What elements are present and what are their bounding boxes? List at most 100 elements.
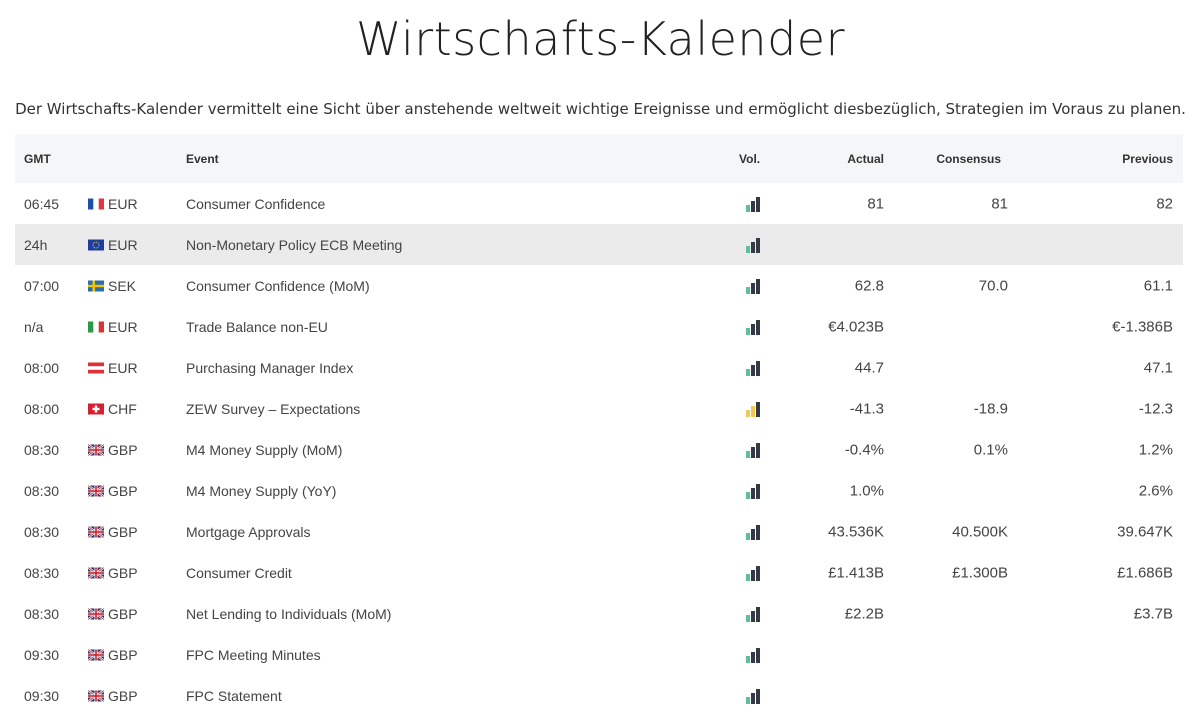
- event-name[interactable]: FPC Statement: [186, 687, 282, 704]
- event-previous: 61.1: [1143, 277, 1173, 294]
- table-header: GMT Event Vol. Actual Consensus Previous: [15, 134, 1183, 183]
- event-name[interactable]: FPC Meeting Minutes: [186, 646, 321, 663]
- event-actual: 44.7: [854, 359, 884, 376]
- event-name[interactable]: M4 Money Supply (MoM): [186, 441, 343, 458]
- event-time: 08:00: [24, 400, 60, 417]
- table-row[interactable]: 07:00 SEK Consumer Confidence (MoM) 62.8…: [15, 265, 1183, 306]
- table-row[interactable]: 08:30 GBP M4 Money Supply (MoM) -0.4% 0.…: [15, 429, 1183, 470]
- table-row[interactable]: 09:30 GBP FPC Statement: [15, 675, 1183, 716]
- event-name[interactable]: Purchasing Manager Index: [186, 359, 354, 376]
- event-actual: 1.0%: [849, 482, 884, 499]
- event-time: 08:30: [24, 605, 60, 622]
- event-consensus: £1.300B: [952, 564, 1008, 581]
- event-consensus: -18.9: [973, 400, 1008, 417]
- volatility-low-icon: [746, 360, 760, 376]
- header-vol[interactable]: Vol.: [739, 151, 761, 166]
- event-name[interactable]: M4 Money Supply (YoY): [186, 482, 337, 499]
- event-time: 08:30: [24, 564, 60, 581]
- event-currency: GBP: [108, 646, 138, 663]
- flag-se-icon: [88, 280, 104, 291]
- table-row[interactable]: 08:00 EUR Purchasing Manager Index 44.7 …: [15, 347, 1183, 388]
- event-previous: €-1.386B: [1112, 318, 1173, 335]
- volatility-low-icon: [746, 524, 760, 540]
- flag-gb-icon: [88, 526, 104, 537]
- table-row[interactable]: 24h EUR Non-Monetary Policy ECB Meeting: [15, 224, 1183, 265]
- event-name[interactable]: Non-Monetary Policy ECB Meeting: [186, 236, 403, 253]
- event-previous: 82: [1156, 195, 1173, 212]
- event-name[interactable]: Consumer Confidence (MoM): [186, 277, 370, 294]
- event-currency: GBP: [108, 441, 138, 458]
- page-title: Wirtschafts-Kalender: [356, 12, 845, 66]
- event-time: 09:30: [24, 646, 60, 663]
- header-consensus[interactable]: Consensus: [936, 151, 1001, 166]
- event-currency: EUR: [108, 236, 138, 253]
- event-time: 08:30: [24, 482, 60, 499]
- volatility-medium-icon: [746, 401, 760, 417]
- event-name[interactable]: ZEW Survey – Expectations: [186, 400, 361, 417]
- flag-eu-icon: [88, 239, 104, 250]
- event-consensus: 40.500K: [952, 523, 1008, 540]
- volatility-low-icon: [746, 483, 760, 499]
- event-actual: 43.536K: [828, 523, 884, 540]
- event-consensus: 81: [991, 195, 1008, 212]
- event-time: 08:00: [24, 359, 60, 376]
- event-name[interactable]: Net Lending to Individuals (MoM): [186, 605, 392, 622]
- header-actual[interactable]: Actual: [847, 151, 884, 166]
- table-row[interactable]: 08:30 GBP Mortgage Approvals 43.536K 40.…: [15, 511, 1183, 552]
- header-previous[interactable]: Previous: [1122, 151, 1173, 166]
- event-name[interactable]: Trade Balance non-EU: [186, 318, 328, 335]
- flag-gb-icon: [88, 649, 104, 660]
- event-previous: 39.647K: [1117, 523, 1173, 540]
- event-currency: EUR: [108, 195, 138, 212]
- event-actual: 81: [867, 195, 884, 212]
- flag-gb-icon: [88, 690, 104, 701]
- event-time: n/a: [24, 318, 44, 335]
- event-actual: -0.4%: [844, 441, 884, 458]
- event-currency: GBP: [108, 564, 138, 581]
- event-consensus: 70.0: [978, 277, 1008, 294]
- volatility-low-icon: [746, 196, 760, 212]
- flag-ch-icon: [88, 403, 104, 414]
- table-row[interactable]: n/a EUR Trade Balance non-EU €4.023B €-1…: [15, 306, 1183, 347]
- event-name[interactable]: Consumer Confidence: [186, 195, 326, 212]
- event-currency: EUR: [108, 318, 138, 335]
- page-subtitle: Der Wirtschafts-Kalender vermittelt eine…: [15, 100, 1186, 118]
- event-name[interactable]: Consumer Credit: [186, 564, 292, 581]
- flag-at-icon: [88, 362, 104, 373]
- volatility-low-icon: [746, 565, 760, 581]
- flag-gb-icon: [88, 444, 104, 455]
- table-row[interactable]: 09:30 GBP FPC Meeting Minutes: [15, 634, 1183, 675]
- event-previous: 2.6%: [1138, 482, 1173, 499]
- event-actual: £1.413B: [828, 564, 884, 581]
- table-row[interactable]: 06:45 EUR Consumer Confidence 81 81 82: [15, 183, 1183, 224]
- event-previous: 47.1: [1143, 359, 1173, 376]
- flag-it-icon: [88, 321, 104, 332]
- volatility-low-icon: [746, 442, 760, 458]
- table-row[interactable]: 08:30 GBP Net Lending to Individuals (Mo…: [15, 593, 1183, 634]
- event-currency: GBP: [108, 687, 138, 704]
- event-previous: £1.686B: [1117, 564, 1173, 581]
- header-gmt[interactable]: GMT: [24, 151, 51, 166]
- volatility-low-icon: [746, 647, 760, 663]
- event-currency: GBP: [108, 605, 138, 622]
- table-row[interactable]: 08:00 CHF ZEW Survey – Expectations -41.…: [15, 388, 1183, 429]
- calendar-table: GMT Event Vol. Actual Consensus Previous…: [15, 134, 1183, 716]
- event-actual: -41.3: [849, 400, 884, 417]
- event-currency: GBP: [108, 523, 138, 540]
- event-consensus: 0.1%: [973, 441, 1008, 458]
- event-currency: CHF: [108, 400, 137, 417]
- event-actual: £2.2B: [844, 605, 884, 622]
- event-actual: 62.8: [854, 277, 884, 294]
- table-row[interactable]: 08:30 GBP Consumer Credit £1.413B £1.300…: [15, 552, 1183, 593]
- event-currency: EUR: [108, 359, 138, 376]
- event-time: 06:45: [24, 195, 60, 212]
- volatility-low-icon: [746, 237, 760, 253]
- event-time: 08:30: [24, 523, 60, 540]
- event-time: 24h: [24, 236, 48, 253]
- event-actual: €4.023B: [828, 318, 884, 335]
- event-previous: £3.7B: [1133, 605, 1173, 622]
- table-row[interactable]: 08:30 GBP M4 Money Supply (YoY) 1.0% 2.6…: [15, 470, 1183, 511]
- header-event[interactable]: Event: [186, 151, 219, 166]
- event-name[interactable]: Mortgage Approvals: [186, 523, 311, 540]
- event-time: 08:30: [24, 441, 60, 458]
